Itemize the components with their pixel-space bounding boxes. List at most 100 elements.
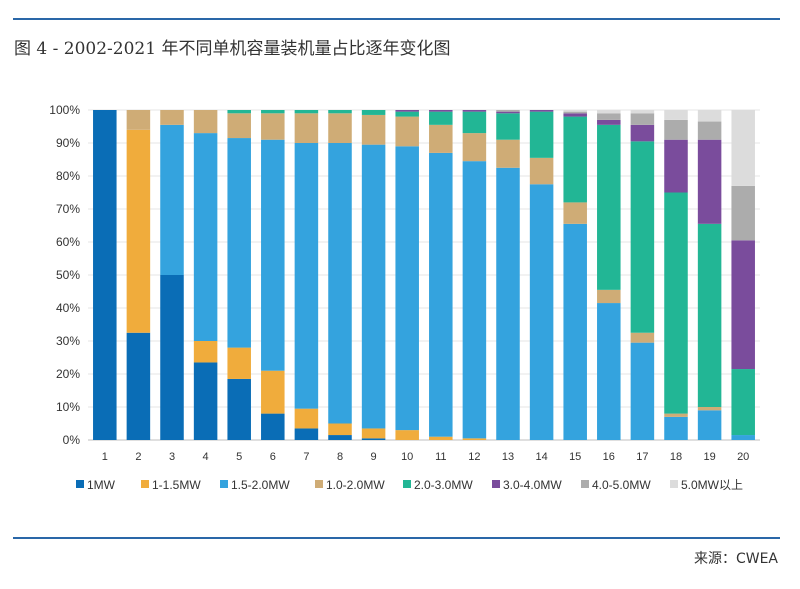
bar-segment-6-cat-14 — [529, 110, 554, 112]
bar-segment-7-cat-20 — [731, 185, 755, 241]
y-tick-label: 50% — [56, 268, 80, 282]
x-tick-label: 2 — [135, 451, 141, 463]
bar-segment-4-cat-12 — [462, 133, 487, 162]
bar-segment-4-cat-15 — [563, 202, 587, 224]
bar-segment-3-cat-15 — [563, 223, 587, 440]
bar-segment-3-cat-7 — [294, 143, 319, 409]
bottom-rule — [13, 537, 780, 539]
bar-segment-5-cat-14 — [529, 111, 554, 158]
bar-segment-5-cat-19 — [697, 223, 722, 407]
x-tick-label: 15 — [569, 451, 581, 463]
legend-swatch — [141, 480, 149, 488]
x-tick-label: 3 — [169, 451, 175, 463]
bar-segment-8-cat-19 — [697, 110, 722, 122]
bar-segment-2-cat-4 — [193, 341, 218, 363]
chart-svg: 0%10%20%30%40%50%60%70%80%90%100%1 2 3 4 5 6 7… — [49, 103, 760, 492]
bar-segment-1-cat-2 — [126, 332, 151, 440]
legend-swatch — [492, 480, 500, 488]
x-tick-label: 11 — [435, 451, 446, 463]
bar-segment-8-cat-17 — [630, 110, 655, 114]
bar-segment-3-cat-10 — [395, 146, 419, 431]
bar-segment-5-cat-20 — [731, 369, 755, 436]
bar-segment-5-cat-16 — [597, 124, 621, 290]
legend-label: 1.5-2.0MW — [231, 478, 290, 492]
bar-segment-2-cat-6 — [261, 370, 285, 414]
legend-swatch — [403, 480, 411, 488]
bar-segment-2-cat-8 — [328, 423, 352, 436]
bar-segment-6-cat-16 — [597, 119, 621, 125]
bar-segment-6-cat-18 — [664, 139, 688, 193]
x-tick-label: 19 — [703, 451, 715, 463]
bar-segment-4-cat-5 — [227, 113, 251, 139]
bar-segment-2-cat-12 — [462, 438, 487, 440]
bar-segment-2-cat-7 — [294, 408, 319, 429]
bar-segment-2-cat-10 — [395, 430, 419, 440]
bar-segment-4-cat-7 — [294, 113, 319, 143]
bar-segment-8-cat-15 — [563, 110, 587, 112]
bar-segment-6-cat-13 — [496, 111, 520, 114]
bar-segment-5-cat-11 — [429, 111, 453, 125]
y-tick-label: 100% — [49, 103, 80, 117]
y-tick-label: 80% — [56, 169, 80, 183]
bar-segment-6-cat-11 — [429, 110, 453, 112]
bar-segment-6-cat-17 — [630, 124, 655, 142]
bar-segment-8-cat-20 — [731, 110, 755, 186]
bar-segment-7-cat-13 — [496, 110, 520, 112]
legend-label: 1-1.5MW — [152, 478, 201, 492]
figure-title: 图 4 - 2002-2021 年不同单机容量装机量占比逐年变化图 — [14, 39, 451, 59]
stacked-bar-chart: 0% 10% 20% 30% 40% 50% 60% 70% 80% 90% 100% 1 2 3 4 5 6 7… — [38, 97, 766, 512]
x-tick-label: 20 — [737, 451, 749, 463]
bar-segment-5-cat-7 — [294, 110, 319, 114]
bar-segment-3-cat-20 — [731, 435, 755, 440]
bar-segment-1-cat-9 — [361, 438, 386, 440]
legend-swatch — [220, 480, 228, 488]
bar-segment-4-cat-10 — [395, 116, 419, 147]
bar-segment-4-cat-9 — [361, 114, 386, 145]
bar-segment-5-cat-12 — [462, 111, 487, 134]
y-tick-label: 90% — [56, 136, 80, 150]
bar-segment-2-cat-11 — [429, 436, 453, 440]
bar-segment-7-cat-18 — [664, 119, 688, 140]
x-tick-label: 10 — [401, 451, 413, 463]
bar-segment-3-cat-11 — [429, 152, 453, 437]
x-tick-label: 1 — [102, 451, 108, 463]
legend-swatch — [76, 480, 84, 488]
bar-segment-3-cat-19 — [697, 410, 722, 440]
bar-segment-5-cat-17 — [630, 141, 655, 333]
source-note: 来源：CWEA — [693, 551, 778, 567]
bar-segment-7-cat-16 — [597, 113, 621, 120]
bar-segment-4-cat-3 — [160, 110, 184, 125]
legend-label: 5.0MW以上 — [681, 478, 743, 492]
legend-swatch — [670, 480, 678, 488]
bar-segment-3-cat-4 — [193, 133, 218, 341]
bar-segment-4-cat-2 — [126, 110, 151, 130]
legend-label: 1MW — [87, 478, 116, 492]
bar-segment-3-cat-12 — [462, 161, 487, 439]
bar-segment-2-cat-9 — [361, 428, 386, 439]
y-tick-label: 30% — [56, 334, 80, 348]
bar-segment-7-cat-17 — [630, 113, 655, 125]
bar-segment-1-cat-6 — [261, 413, 285, 440]
x-tick-label: 16 — [603, 451, 615, 463]
bar-segment-6-cat-20 — [731, 240, 755, 370]
bar-segment-5-cat-6 — [261, 110, 285, 114]
x-tick-label: 4 — [203, 451, 209, 463]
bar-segment-4-cat-16 — [597, 289, 621, 304]
bar-segment-6-cat-10 — [395, 110, 419, 112]
bar-segment-3-cat-8 — [328, 143, 352, 424]
bar-segment-7-cat-19 — [697, 121, 722, 140]
x-tick-label: 18 — [670, 451, 682, 463]
bar-segment-3-cat-16 — [597, 303, 621, 440]
bar-segment-4-cat-4 — [193, 110, 218, 134]
x-tick-label: 9 — [371, 451, 377, 463]
bar-segment-2-cat-2 — [126, 129, 151, 333]
bar-segment-4-cat-19 — [697, 407, 722, 411]
bar-segment-4-cat-18 — [664, 413, 688, 417]
bar-segment-4-cat-8 — [328, 113, 352, 143]
bar-segment-8-cat-18 — [664, 110, 688, 120]
y-tick-label: 20% — [56, 367, 80, 381]
y-tick-label: 40% — [56, 301, 80, 315]
bar-segment-3-cat-5 — [227, 138, 251, 348]
bar-segment-5-cat-18 — [664, 192, 688, 414]
bar-segment-1-cat-1 — [93, 110, 117, 440]
